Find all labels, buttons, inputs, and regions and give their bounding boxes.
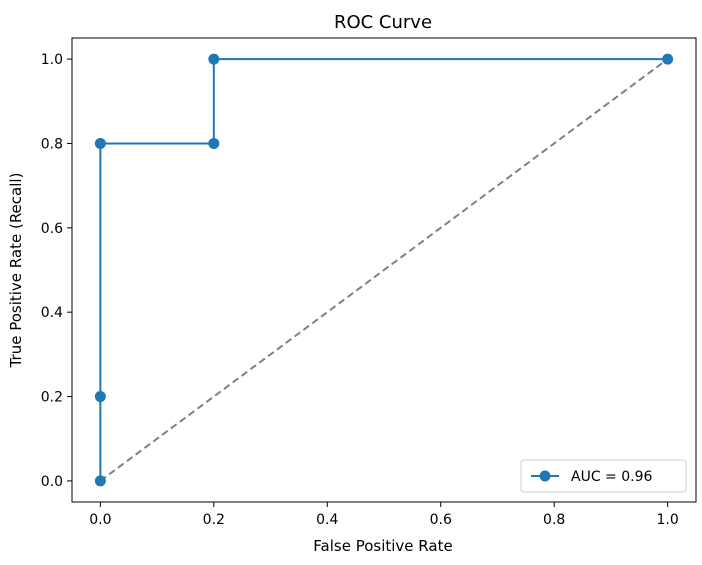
- roc-point: [94, 391, 106, 403]
- x-tick-label: 0.8: [543, 512, 565, 528]
- y-tick-label: 0.0: [41, 474, 63, 490]
- legend-marker-swatch: [539, 470, 551, 482]
- axes: 0.0 0.2 0.4 0.6 0.8 1.0 0.0 0.2 0.4 0.6 0.8 1.0: [41, 37, 697, 528]
- legend-box: [520, 459, 687, 493]
- roc-point: [662, 53, 674, 65]
- legend-label: AUC = 0.96: [571, 469, 652, 485]
- x-tick-label: 0.2: [203, 512, 225, 528]
- y-tick-label: 0.2: [41, 390, 63, 406]
- chart-title: ROC Curve: [334, 12, 432, 33]
- roc-point: [94, 475, 106, 487]
- x-tick-label: 1.0: [657, 512, 679, 528]
- roc-point: [208, 137, 220, 149]
- plot-area: [94, 53, 674, 487]
- chance-line: [99, 58, 669, 482]
- y-tick-label: 0.8: [41, 136, 63, 152]
- y-axis-label: True Positive Rate (Recall): [7, 173, 25, 369]
- roc-curve-line: [99, 58, 668, 481]
- axes-frame: [71, 37, 697, 503]
- x-tick-label: 0.0: [89, 512, 111, 528]
- y-tick-label: 0.4: [41, 305, 63, 321]
- y-tick-label: 0.6: [41, 221, 63, 237]
- y-tick-label: 1.0: [41, 52, 63, 68]
- x-tick-label: 0.4: [316, 512, 338, 528]
- roc-point: [208, 53, 220, 65]
- legend: AUC = 0.96: [520, 459, 687, 493]
- roc-point: [94, 137, 106, 149]
- x-axis-label: False Positive Rate: [313, 537, 452, 555]
- x-tick-label: 0.6: [430, 512, 452, 528]
